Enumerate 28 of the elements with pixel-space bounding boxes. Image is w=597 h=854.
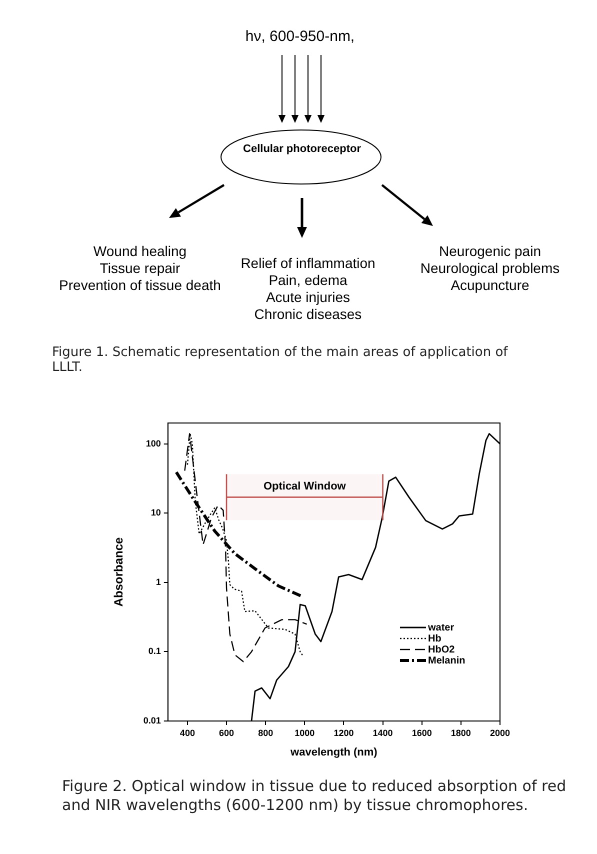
text: hν, 600-950-nm, bbox=[244, 28, 356, 45]
y-tick-label: 1 bbox=[156, 576, 161, 587]
legend-label: water bbox=[426, 622, 454, 634]
legend-label: Melanin bbox=[428, 655, 466, 666]
text: Relief of inflammation Pain, edema Acute injuries Chronic diseases bbox=[240, 255, 376, 322]
legend-label: HbO2 bbox=[428, 644, 456, 656]
y-tick-label: 100 bbox=[146, 438, 161, 448]
caption: Figure 1. Schematic representation of the main areas of application of LLLT. bbox=[52, 345, 509, 375]
y-tick-label: 0.1 bbox=[148, 646, 161, 656]
x-tick-label: 1800 bbox=[450, 728, 471, 738]
text: Neurogenic pain Neurological problems Acupuncture bbox=[419, 243, 561, 294]
y-axis-title: Absorbance bbox=[112, 537, 126, 607]
x-tick-label: 1400 bbox=[372, 728, 393, 738]
x-axis-title: wavelength (nm) bbox=[290, 746, 378, 758]
y-tick-label: 0.01 bbox=[143, 715, 161, 726]
x-tick-label: 2000 bbox=[490, 728, 510, 738]
x-tick-label: 400 bbox=[180, 728, 195, 738]
caption: Figure 2. Optical window in tissue due to reduced absorption of red and NIR wavelengths (600-1200 nm) by tissue chromophores. bbox=[62, 777, 568, 815]
x-tick-label: 600 bbox=[219, 728, 234, 738]
x-tick-label: 1000 bbox=[294, 728, 315, 738]
band-label: Optical Window bbox=[263, 480, 346, 493]
text: Wound healing Tissue repair Prevention of tissue death bbox=[59, 243, 221, 293]
legend-label: Hb bbox=[428, 633, 442, 644]
x-tick-label: 1600 bbox=[412, 728, 432, 738]
text: Cellular photoreceptor bbox=[242, 142, 362, 157]
x-tick-label: 800 bbox=[258, 728, 274, 738]
x-tick-label: 1200 bbox=[334, 728, 354, 738]
y-tick-label: 10 bbox=[150, 508, 161, 518]
